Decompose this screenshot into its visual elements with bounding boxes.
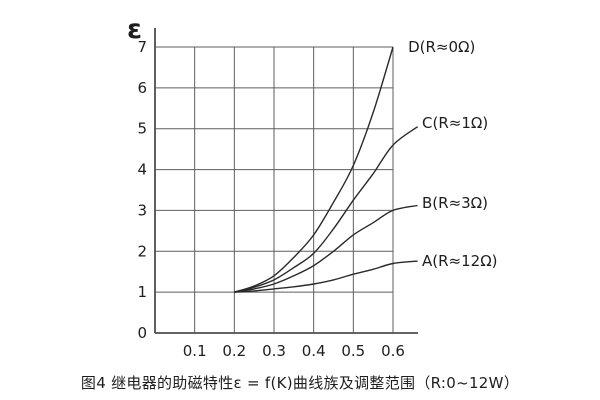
curve-C [234,126,419,293]
y-tick-label: 1 [137,283,147,301]
y-tick-label: 5 [137,120,147,138]
x-tick-label: 0.4 [302,342,326,360]
y-tick-label: 0 [137,324,147,342]
curve-D [234,46,394,293]
plot-grid [155,46,394,333]
x-tick-label: 0.5 [341,342,365,360]
curve-B [234,204,418,293]
curve-label-D: D(R≈0Ω) [408,38,475,56]
x-tick-label: 0.1 [183,342,207,360]
x-tick-label: 0.3 [262,342,286,360]
x-tick-label: 0.6 [381,342,405,360]
y-tick-label: 6 [137,79,147,97]
y-tick-label: 7 [137,38,147,56]
curve-label-A: A(R≈12Ω) [422,252,498,270]
curve-label-B: B(R≈3Ω) [422,194,488,212]
curve-label-C: C(R≈1Ω) [422,114,488,132]
y-axis-title: ε [127,14,142,45]
y-tick-label: 3 [137,201,147,219]
x-tick-label: 0.2 [222,342,246,360]
curve-A [234,260,418,293]
figure-caption: 图4 继电器的助磁特性ε = f(K)曲线族及调整范围（R:0~12W） [80,374,520,392]
y-tick-label: 4 [137,161,147,179]
y-tick-label: 2 [137,242,147,260]
